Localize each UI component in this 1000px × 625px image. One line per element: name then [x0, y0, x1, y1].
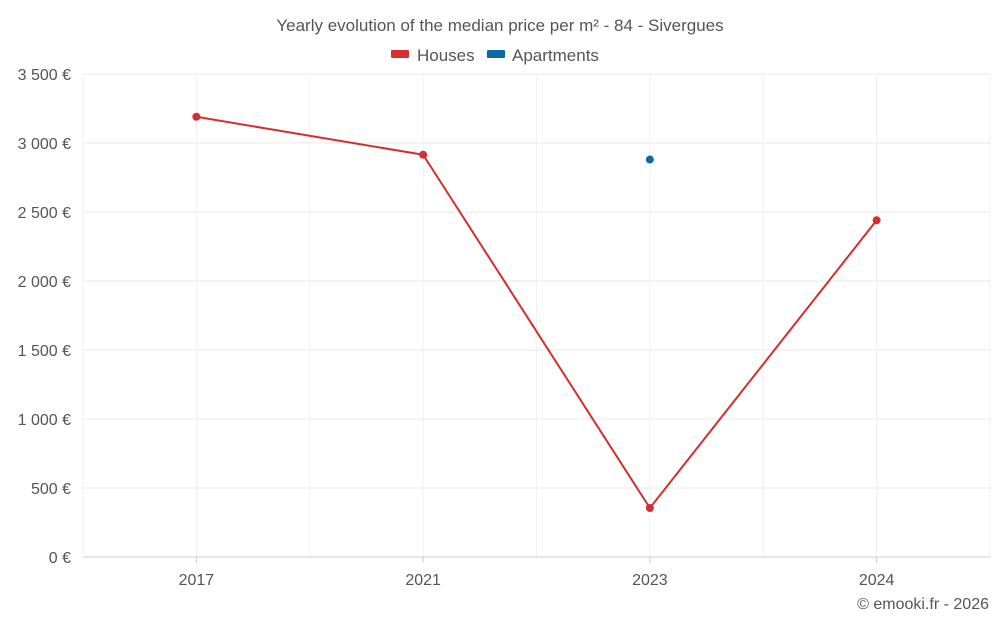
y-tick-label: 0 € — [49, 550, 71, 567]
y-axis-ticks: 0 € 500 € 1 000 € 1 500 € 2 000 € 2 500 € 3 00… — [18, 67, 71, 567]
y-tick-label: 500 € — [31, 481, 71, 498]
legend-label-houses: Houses — [417, 46, 475, 65]
x-axis-ticks: 2017 2021 2023 2024 — [179, 557, 895, 589]
y-tick-label: 3 000 € — [18, 136, 71, 153]
y-tick-label: 1 500 € — [18, 343, 71, 360]
grid — [82, 73, 991, 558]
chart-title: Yearly evolution of the median price per… — [276, 16, 723, 35]
data-point-apartments[interactable] — [645, 155, 654, 164]
data-point-houses[interactable] — [192, 112, 201, 121]
x-tick-label: 2021 — [405, 572, 441, 589]
y-tick-label: 2 000 € — [18, 274, 71, 291]
series-line-houses — [196, 115, 878, 510]
x-tick-label: 2023 — [632, 572, 668, 589]
x-tick-label: 2024 — [859, 572, 895, 589]
y-tick-label: 2 500 € — [18, 205, 71, 222]
y-tick-label: 3 500 € — [18, 67, 71, 84]
legend-swatch-apartments — [487, 50, 505, 58]
data-point-houses[interactable] — [645, 504, 654, 513]
credit-text: © emooki.fr - 2026 — [857, 596, 989, 613]
legend-item-apartments[interactable]: Apartments — [487, 46, 599, 65]
y-tick-label: 1 000 € — [18, 412, 71, 429]
legend-swatch-houses — [391, 50, 409, 58]
series-layer — [192, 112, 881, 513]
legend: Houses Apartments — [391, 46, 599, 65]
legend-item-houses[interactable]: Houses — [391, 46, 475, 65]
legend-label-apartments: Apartments — [512, 46, 599, 65]
x-tick-label: 2017 — [179, 572, 215, 589]
data-point-houses[interactable] — [419, 150, 428, 159]
data-point-houses[interactable] — [872, 216, 881, 225]
